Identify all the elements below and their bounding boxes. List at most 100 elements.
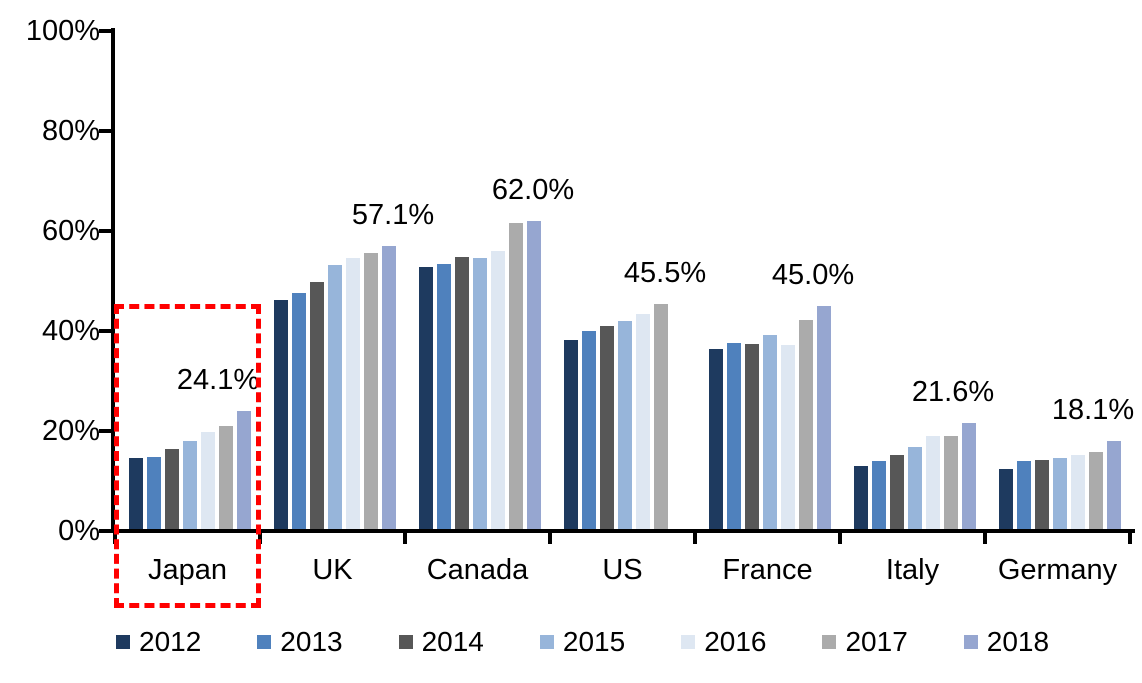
x-axis-tick: [1128, 529, 1132, 544]
bar-group-italy: 21.6%: [840, 31, 994, 531]
bar-us-2014: [600, 326, 614, 531]
bar-canada-2012: [419, 266, 433, 531]
bar-france-2016: [781, 344, 795, 531]
bar-france-2017: [799, 319, 813, 531]
x-axis-tick: [693, 529, 697, 544]
x-axis-tick: [548, 529, 552, 544]
data-label-germany: 18.1%: [1051, 393, 1135, 426]
y-axis-line: [111, 28, 115, 533]
x-axis-tick: [838, 529, 842, 544]
bar-canada-2013: [437, 264, 451, 531]
data-label-uk: 57.1%: [351, 198, 435, 231]
bar-uk-2017: [364, 252, 378, 531]
legend-item-2015: 2015: [539, 626, 626, 657]
legend-item-2013: 2013: [257, 626, 343, 657]
category-label-italy: Italy: [885, 554, 940, 586]
y-axis-tick: [99, 329, 112, 333]
bar-japan-2014: [165, 448, 179, 531]
legend-item-2012: 2012: [116, 627, 201, 657]
y-axis-tick: [99, 229, 112, 233]
bar-italy-2013: [872, 460, 886, 531]
bar-germany-2014: [1035, 459, 1049, 531]
y-axis-tick: [99, 529, 112, 533]
bar-canada-2015: [473, 258, 487, 531]
legend-item-2014: 2014: [398, 627, 484, 657]
bar-france-2014: [745, 343, 759, 531]
legend-label-2012: 2012: [139, 626, 202, 657]
bar-germany-2018: [1107, 440, 1121, 531]
bar-uk-2012: [274, 299, 288, 531]
bar-us-2015: [618, 320, 632, 531]
x-axis-tick: [983, 529, 987, 544]
bar-uk-2014: [310, 282, 324, 531]
legend-swatch-2014: [398, 635, 413, 649]
bar-germany-2013: [1017, 461, 1031, 531]
bar-japan-2017: [219, 425, 233, 531]
x-axis-line: [107, 529, 1135, 533]
legend-label-2017: 2017: [845, 626, 908, 657]
legend-swatch-2013: [257, 635, 272, 649]
category-label-uk: UK: [312, 554, 353, 586]
legend-swatch-2018: [963, 635, 978, 649]
legend-swatch-2015: [539, 635, 554, 649]
y-axis-tick: [99, 29, 112, 33]
bar-france-2013: [727, 343, 741, 531]
bar-group-france: 45.0%: [695, 31, 854, 531]
data-label-canada: 62.0%: [491, 174, 575, 206]
bar-france-2015: [763, 335, 777, 531]
bar-germany-2017: [1089, 451, 1103, 531]
legend-label-2013: 2013: [280, 626, 343, 657]
legend-swatch-2017: [822, 635, 837, 649]
bar-germany-2015: [1053, 458, 1067, 531]
bar-group-canada: 62.0%: [405, 31, 574, 531]
y-tick-label: 80%: [41, 115, 100, 147]
bar-italy-2018: [962, 423, 976, 531]
legend-label-2016: 2016: [704, 626, 767, 657]
bar-uk-2018: [382, 245, 396, 531]
legend-item-2016: 2016: [681, 627, 766, 657]
bar-italy-2016: [926, 436, 940, 531]
y-tick-label: 40%: [41, 315, 100, 347]
japan-highlight-box: [114, 304, 261, 608]
bar-us-2017: [654, 303, 668, 531]
category-label-canada: Canada: [426, 554, 529, 586]
category-label-us: US: [602, 554, 643, 586]
legend: 2012 2013 2014 2015 2016 2017 2018: [116, 627, 1049, 657]
bar-japan-2016: [201, 431, 215, 531]
bar-italy-2014: [890, 455, 904, 531]
y-tick-label: 100%: [25, 15, 100, 47]
data-label-italy: 21.6%: [911, 376, 995, 408]
legend-label-2018: 2018: [986, 626, 1050, 657]
legend-label-2015: 2015: [562, 626, 626, 657]
category-label-germany: Germany: [997, 554, 1118, 586]
y-tick-label: 60%: [41, 215, 100, 247]
bar-uk-2016: [346, 258, 360, 531]
bar-italy-2017: [944, 435, 958, 531]
bar-us-2013: [582, 331, 596, 531]
y-tick-label: 20%: [41, 415, 100, 447]
bar-canada-2014: [455, 257, 469, 531]
data-label-japan: 24.1%: [176, 363, 260, 396]
data-label-france: 45.0%: [771, 259, 855, 291]
y-axis-tick: [99, 429, 112, 433]
bar-group-germany: 18.1%: [985, 31, 1134, 531]
bar-group-us: 45.5%: [550, 31, 706, 531]
bar-canada-2017: [509, 223, 523, 531]
bar-us-2016: [636, 314, 650, 531]
legend-item-2018: 2018: [963, 626, 1050, 657]
legend-item-2017: 2017: [822, 626, 908, 657]
plot-area: 24.1% 57.1% 62.0% 45.5% 45.0% 21.6% 18.1%: [99, 28, 1135, 544]
bar-canada-2016: [491, 250, 505, 531]
bar-france-2018: [817, 306, 831, 531]
legend-swatch-2016: [681, 635, 696, 649]
legend-swatch-2012: [116, 635, 130, 649]
bar-italy-2015: [908, 447, 922, 531]
bar-germany-2012: [999, 468, 1013, 531]
bar-uk-2015: [328, 265, 342, 531]
bar-italy-2012: [854, 465, 868, 531]
bar-japan-2018: [237, 410, 251, 531]
bar-japan-2015: [183, 441, 197, 531]
x-axis-tick: [403, 529, 407, 544]
bar-france-2012: [709, 349, 723, 531]
